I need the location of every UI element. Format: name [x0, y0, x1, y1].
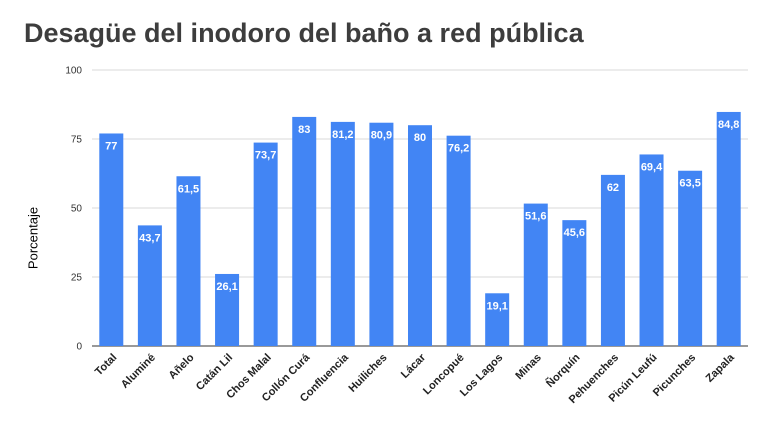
data-label: 61,5 [178, 183, 199, 195]
bars [99, 111, 741, 347]
data-label: 63,5 [679, 178, 700, 190]
x-tick-label: Añelo [166, 351, 196, 381]
data-label: 69,4 [641, 161, 663, 173]
data-label: 62 [607, 182, 619, 194]
data-label: 81,2 [332, 129, 353, 141]
y-tick-label: 100 [65, 66, 82, 77]
chart-title: Desagüe del inodoro del baño a red públi… [24, 18, 584, 48]
y-axis-ticks: 0 25 50 75 100 [65, 66, 82, 353]
x-tick-label: Lácar [399, 351, 429, 381]
data-label: 83 [298, 124, 310, 136]
data-label: 77 [105, 140, 117, 152]
bar [215, 273, 240, 346]
x-tick-label: Minas [513, 352, 544, 383]
y-tick-label: 50 [71, 204, 83, 215]
bar [600, 174, 625, 346]
bar [137, 225, 162, 346]
bar [485, 293, 510, 346]
data-label: 73,7 [255, 150, 276, 162]
x-tick-label: Aluminé [119, 352, 158, 391]
bar [99, 133, 124, 346]
bar [292, 116, 317, 346]
x-tick-label: Huiliches [346, 352, 389, 395]
data-label: 45,6 [564, 227, 585, 239]
data-label: 80,9 [371, 130, 392, 142]
y-tick-label: 75 [71, 135, 83, 146]
bar [562, 220, 587, 346]
bar [678, 170, 703, 346]
y-tick-label: 0 [76, 342, 82, 353]
bar [639, 154, 664, 346]
data-label: 26,1 [216, 281, 237, 293]
bar [176, 176, 201, 346]
data-label: 19,1 [486, 300, 507, 312]
y-tick-label: 25 [71, 273, 83, 284]
data-label: 43,7 [139, 232, 160, 244]
bar [330, 121, 355, 346]
data-label: 84,8 [718, 119, 739, 131]
data-label: 51,6 [525, 211, 546, 223]
data-label: 80 [414, 132, 426, 144]
bar [253, 142, 278, 346]
bar [369, 122, 394, 346]
bar [716, 111, 741, 347]
data-labels: 77 43,7 61,5 26,1 73,7 83 81,2 80,9 80 76,2 19,1 51… [105, 119, 739, 312]
data-label: 76,2 [448, 143, 469, 155]
x-tick-label: Total [93, 352, 119, 378]
x-tick-label: Ñorquín [543, 351, 582, 390]
bar [523, 203, 548, 346]
x-tick-label: Zapala [704, 351, 738, 385]
bar [408, 125, 432, 346]
bar [446, 135, 471, 346]
